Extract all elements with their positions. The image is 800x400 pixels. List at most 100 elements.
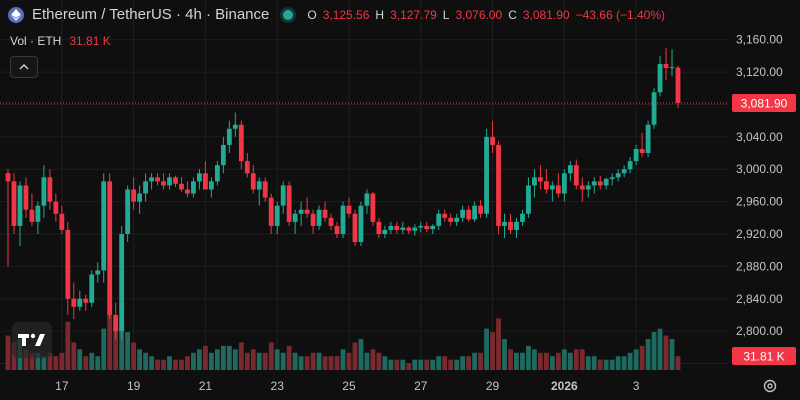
volume-bar: [466, 356, 472, 370]
volume-bar: [256, 352, 262, 370]
tradingview-logo-icon[interactable]: [12, 322, 52, 358]
x-tick-label: 17: [55, 379, 69, 393]
volume-bar: [478, 352, 483, 370]
volume-bar: [208, 352, 214, 370]
candle-body: [442, 213, 448, 218]
candle-body: [382, 229, 388, 234]
candle-body: [567, 165, 573, 174]
candle-body: [77, 298, 83, 307]
candle-body: [149, 177, 154, 182]
candle-body: [502, 221, 507, 226]
candle-body: [669, 67, 675, 69]
candle-body: [238, 124, 244, 162]
volume-bar: [382, 356, 388, 370]
volume-bar: [203, 345, 208, 370]
candle-body: [59, 213, 65, 230]
volume-bar: [143, 352, 148, 370]
candle-body: [95, 270, 101, 275]
y-tick-label: 3,040.00: [736, 130, 783, 144]
candle-body: [645, 124, 651, 154]
candle-body: [358, 205, 364, 243]
y-tick-label: 3,160.00: [736, 33, 783, 47]
candle-body: [406, 227, 412, 231]
candle-body: [167, 177, 172, 186]
symbol-legend[interactable]: Ethereum / TetherUS · 4h · Binance O 3,12…: [8, 6, 665, 23]
volume-bar: [131, 342, 137, 370]
candle-body: [101, 181, 107, 271]
candle-body: [376, 221, 382, 234]
candle-body: [514, 221, 519, 230]
volume-bar: [173, 359, 178, 370]
market-open-dot-icon: [283, 9, 294, 20]
candle-body: [280, 185, 286, 206]
x-tick-label: 25: [342, 379, 356, 393]
volume-bar: [59, 352, 65, 370]
volume-bar: [418, 359, 424, 370]
y-tick-label: 2,920.00: [736, 227, 783, 241]
y-tick-label: 2,960.00: [736, 195, 783, 209]
volume-bar: [424, 359, 430, 370]
volume-bar: [549, 356, 555, 370]
volume-bar: [633, 349, 639, 370]
candle-body: [346, 205, 352, 214]
candle-body: [370, 193, 376, 222]
y-tick-label: 2,840.00: [736, 292, 783, 306]
volume-bar: [609, 359, 615, 370]
volume-bar: [322, 356, 328, 370]
candle-body: [597, 181, 603, 186]
candle-body: [155, 177, 160, 182]
volume-badge: [732, 347, 796, 365]
candle-body: [310, 213, 316, 226]
candle-body: [543, 181, 549, 190]
volume-bar: [406, 363, 412, 370]
candle-body: [621, 169, 627, 174]
candle-body: [119, 234, 125, 332]
candle-body: [585, 185, 591, 190]
candle-body: [388, 225, 394, 230]
gear-icon[interactable]: [762, 378, 778, 394]
volume-bar: [573, 349, 579, 370]
volume-bar: [603, 359, 609, 370]
candle-body: [316, 209, 322, 226]
volume-bar: [561, 349, 567, 370]
candle-body: [203, 173, 208, 190]
volume-bar: [663, 335, 669, 370]
ohlc-values: O 3,125.56 H 3,127.79 L 3,076.00 C 3,081.90 …: [307, 8, 665, 22]
volume-bar: [651, 332, 657, 370]
volume-bar: [191, 352, 196, 370]
tradingview-logo-glyph: [18, 333, 45, 346]
collapse-legend-button[interactable]: [10, 56, 38, 78]
candle-body: [466, 209, 472, 220]
candle-body: [226, 128, 232, 145]
volume-bar: [567, 352, 573, 370]
candle-body: [657, 64, 663, 93]
candle-body: [400, 227, 406, 230]
volume-bar: [298, 356, 304, 370]
volume-bar: [268, 342, 274, 370]
candle-body: [11, 181, 17, 226]
volume-bar: [436, 356, 442, 370]
volume-legend[interactable]: Vol · ETH 31.81 K: [10, 34, 111, 48]
volume-bar: [274, 349, 280, 370]
candle-body: [496, 144, 501, 226]
candle-body: [107, 181, 113, 315]
candle-body: [23, 185, 29, 210]
symbol-title[interactable]: Ethereum / TetherUS · 4h · Binance: [32, 6, 270, 23]
candle-body: [220, 144, 226, 166]
volume-bar: [490, 332, 495, 370]
candle-body: [633, 149, 639, 162]
volume-bar: [167, 356, 172, 370]
chevron-up-icon: [19, 64, 29, 70]
candle-body: [663, 64, 669, 69]
volume-bar: [214, 349, 220, 370]
candle-body: [89, 274, 95, 303]
candle-body: [639, 149, 645, 154]
open-key: O: [307, 7, 317, 22]
candle-body: [430, 225, 436, 230]
candle-body: [137, 193, 143, 202]
volume-bar: [161, 359, 166, 370]
volume-bar: [29, 352, 35, 370]
candle-body: [609, 177, 615, 179]
candle-body: [364, 193, 370, 206]
